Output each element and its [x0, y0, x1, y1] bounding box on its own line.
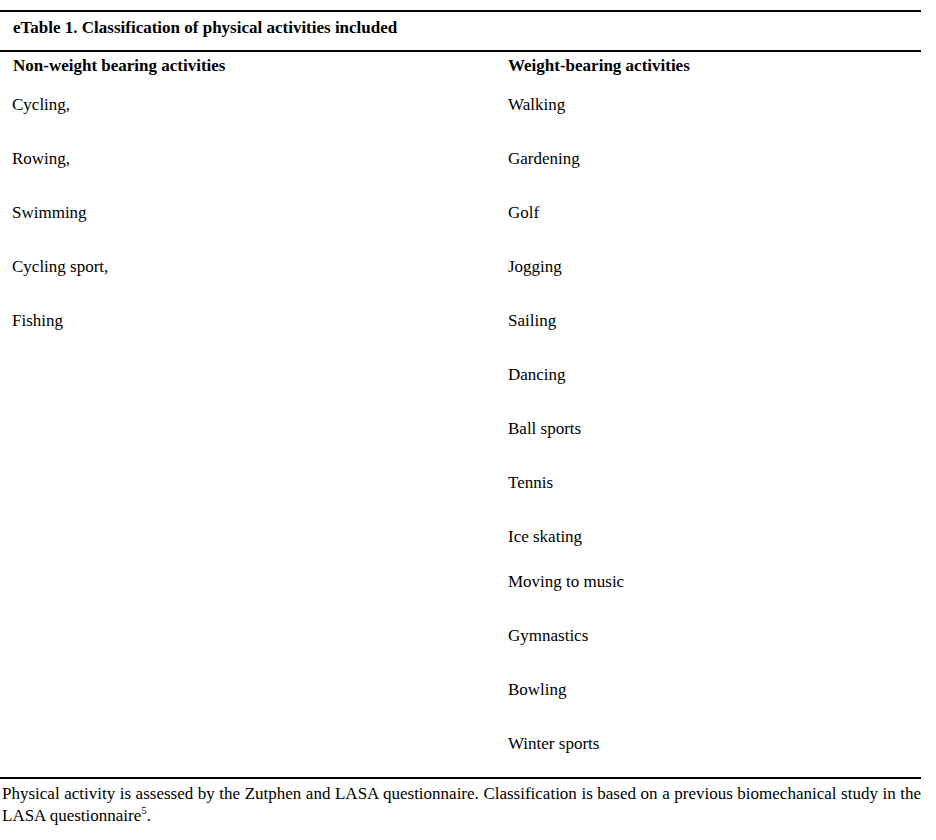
- footnote: Physical activity is assessed by the Zut…: [2, 783, 921, 827]
- footer-rule: [0, 777, 921, 779]
- activity-item: Golf: [508, 203, 624, 223]
- activity-item: Winter sports: [508, 734, 624, 754]
- document-page: eTable 1. Classification of physical act…: [0, 0, 936, 840]
- activity-item: Gymnastics: [508, 626, 624, 646]
- activity-item: Tennis: [508, 473, 624, 493]
- header-rule: [0, 50, 921, 52]
- activity-item: Bowling: [508, 680, 624, 700]
- table-title: eTable 1. Classification of physical act…: [13, 18, 397, 38]
- activity-item: Rowing,: [12, 149, 108, 169]
- top-rule: [0, 10, 921, 12]
- column-header-weight-bearing: Weight-bearing activities: [508, 56, 690, 76]
- activity-item: Fishing: [12, 311, 108, 331]
- weight-bearing-list: Walking Gardening Golf Jogging Sailing D…: [508, 95, 624, 788]
- activity-item: Moving to music: [508, 572, 624, 592]
- footnote-text: Physical activity is assessed by the Zut…: [2, 784, 921, 825]
- activity-item: Dancing: [508, 365, 624, 385]
- activity-item: Sailing: [508, 311, 624, 331]
- activity-item: Swimming: [12, 203, 108, 223]
- activity-item: Walking: [508, 95, 624, 115]
- activity-item: Cycling sport,: [12, 257, 108, 277]
- activity-item: Gardening: [508, 149, 624, 169]
- column-header-non-weight-bearing: Non-weight bearing activities: [13, 56, 225, 76]
- footnote-period: .: [147, 806, 151, 825]
- activity-item: Ball sports: [508, 419, 624, 439]
- activity-item: Jogging: [508, 257, 624, 277]
- non-weight-bearing-list: Cycling, Rowing, Swimming Cycling sport,…: [12, 95, 108, 365]
- activity-item: Cycling,: [12, 95, 108, 115]
- activity-item: Ice skating: [508, 527, 624, 547]
